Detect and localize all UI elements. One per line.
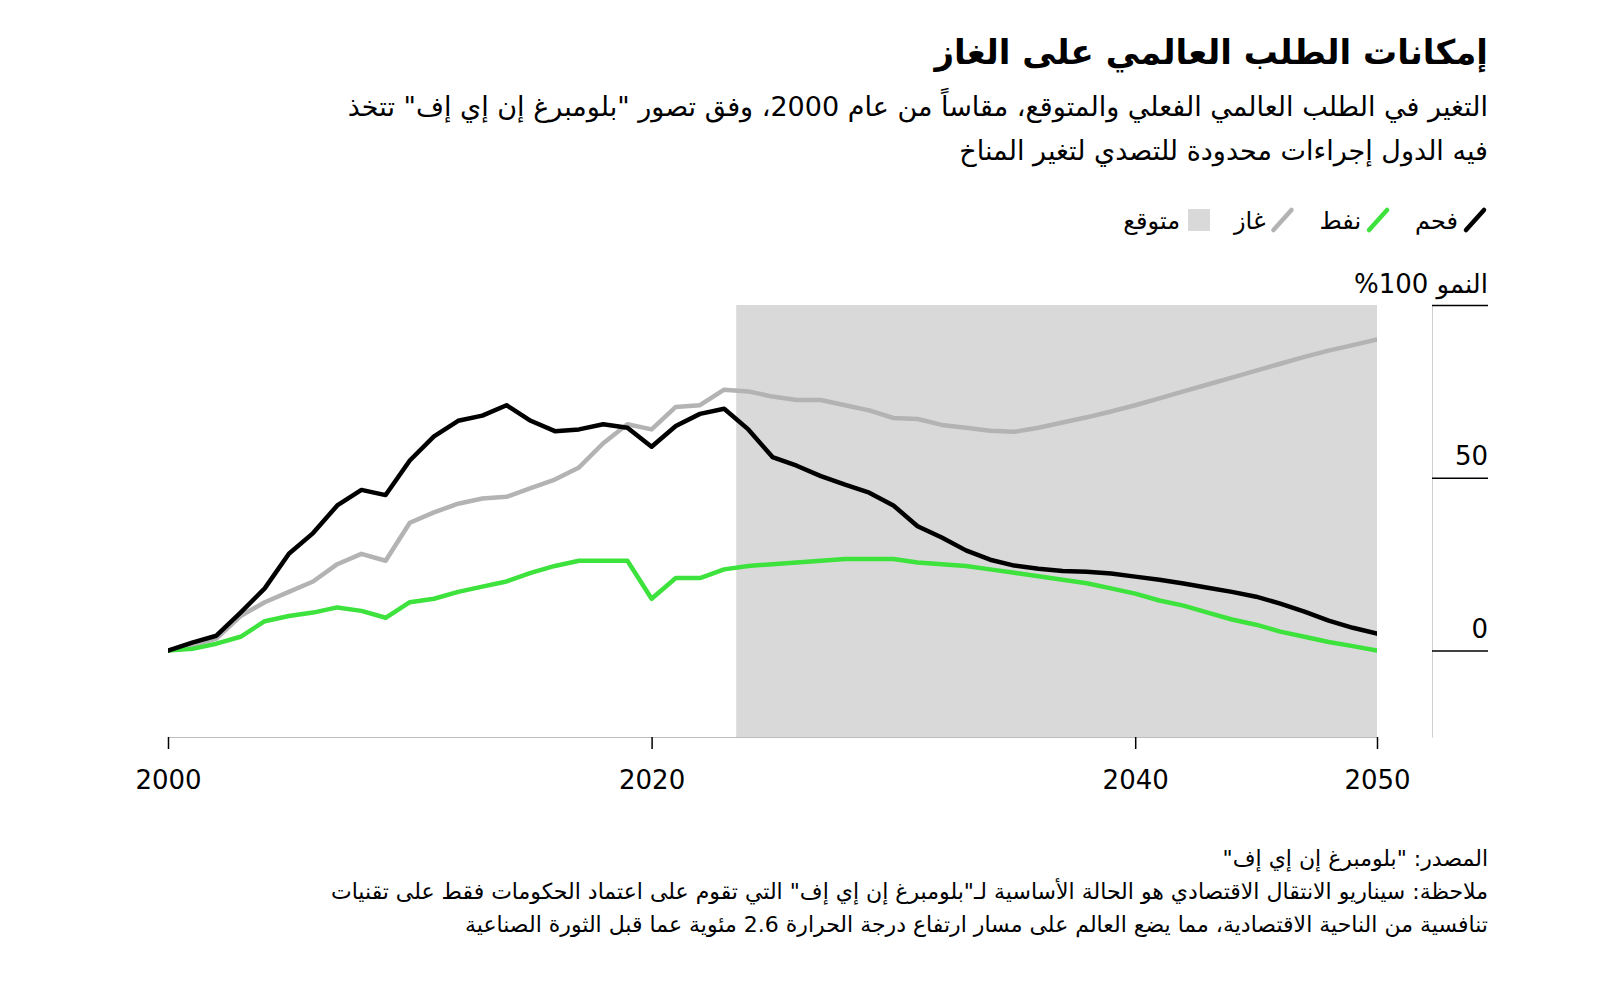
x-tick: 2040 [1103,737,1169,795]
plot-area [168,305,1377,737]
legend-swatch [1273,210,1291,230]
series-line [168,405,1377,650]
x-tick-label: 2020 [619,765,685,795]
x-tick-label: 2050 [1344,765,1410,795]
y-tick-mark [1432,478,1488,480]
note: ملاحظة: سيناريو الانتقال الاقتصادي هو ال… [331,878,1488,905]
x-tick-label: 2000 [135,765,201,795]
x-tick: 2000 [135,737,201,795]
y-tick-label: 0 [1471,614,1488,644]
y-tick: النمو 100% [1354,269,1488,306]
y-tick-mark [1432,650,1488,652]
legend-swatch [1466,210,1484,230]
x-axis: 2000 2020 2040 2050 [135,737,1410,795]
x-tick-mark [1377,737,1379,749]
x-tick: 2020 [619,737,685,795]
x-tick-mark [168,737,170,749]
note: تنافسية من الناحية الاقتصادية، مما يضع ا… [465,912,1488,938]
title: إمكانات الطلب العالمي على الغاز [933,32,1489,73]
chart: إمكانات الطلب العالمي على الغاز التغير في… [0,0,1600,1001]
x-axis-line [169,737,1378,738]
y-tick: 50 [1432,441,1488,478]
y-tick: 0 [1432,614,1488,651]
x-tick-mark [651,737,653,749]
legend-swatch [1188,209,1210,231]
legend-label: نفط [1319,207,1361,235]
subtitle: فيه الدول إجراءات محدودة للتصدي لتغير ال… [959,135,1488,167]
x-tick: 2050 [1344,737,1410,795]
y-tick-label: النمو 100% [1354,269,1488,300]
y-axis-line [1432,306,1433,738]
legend: فحم نفط غاز متوقع [1123,207,1484,235]
series-line [168,559,1377,651]
source: المصدر: "بلومبرغ إن إي إف" [1223,846,1488,872]
legend-label: فحم [1415,207,1458,235]
series-line [168,340,1377,651]
subtitle: التغير في الطلب العالمي الفعلي والمتوقع،… [348,87,1488,123]
y-tick-mark [1432,305,1488,307]
y-axis: 0 50 النمو 100% [1354,269,1488,738]
forecast-band [736,305,1377,737]
legend-label: متوقع [1123,207,1180,235]
legend-label: غاز [1233,207,1265,235]
legend-swatch [1369,210,1387,230]
x-tick-mark [1135,737,1137,749]
y-tick-label: 50 [1455,441,1488,471]
x-tick-label: 2040 [1103,765,1169,795]
